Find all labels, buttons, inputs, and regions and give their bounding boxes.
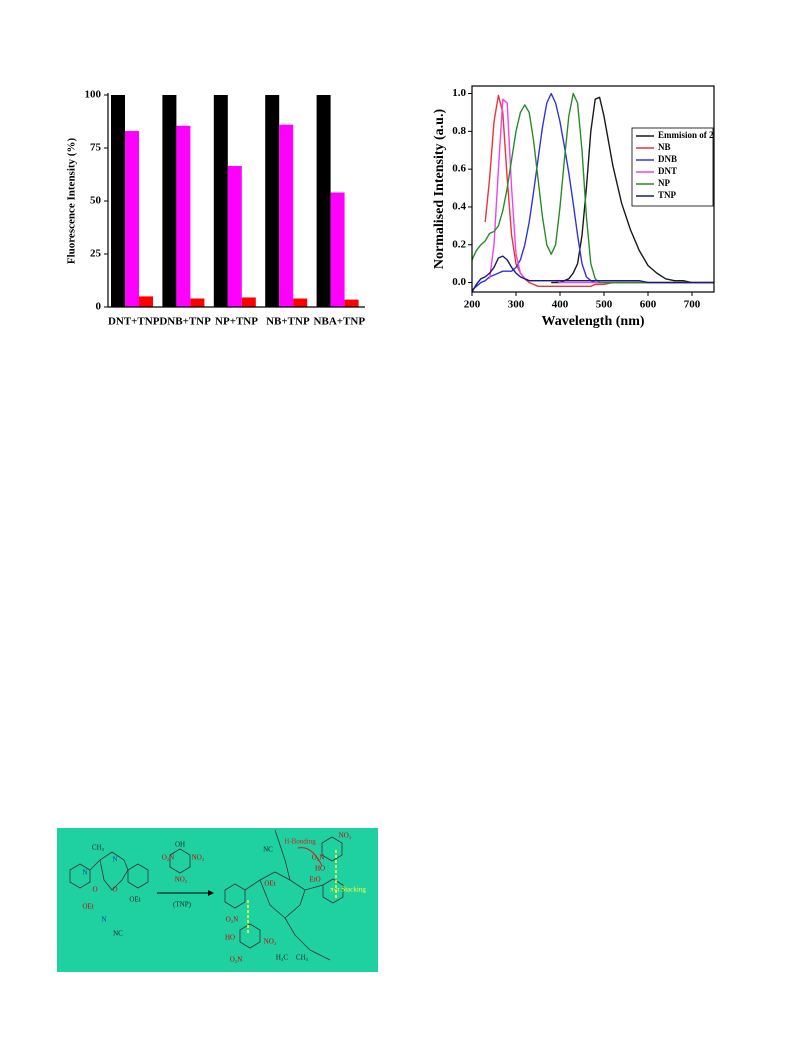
x-tick-label: NBA+TNP <box>314 316 366 328</box>
bar <box>265 95 280 307</box>
scheme-label: O <box>112 886 117 894</box>
scheme-background <box>57 828 378 972</box>
plot-frame <box>471 85 715 293</box>
legend-label: NB <box>658 142 671 152</box>
line-series <box>471 255 714 293</box>
scheme-label: NC <box>263 846 273 854</box>
scheme-label: O₂N <box>230 956 243 964</box>
y-tick-label: 1.0 <box>452 87 466 99</box>
scheme-label: OEt <box>82 903 93 911</box>
arrow-head <box>208 890 214 896</box>
x-axis-label: Wavelength (nm) <box>541 314 644 329</box>
legend-label: NP <box>658 178 670 188</box>
legend-label: TNP <box>658 190 677 200</box>
x-tick-label: NB+TNP <box>266 316 310 328</box>
x-tick-label: DNB+TNP <box>159 316 211 328</box>
bar <box>111 95 125 307</box>
scheme-label: CH₃ <box>296 954 309 962</box>
line-series <box>551 96 714 284</box>
y-tick-label: 0.4 <box>452 200 466 212</box>
scheme-label: O₂N <box>162 854 175 862</box>
scheme-label: H-Bonding <box>284 838 316 846</box>
scheme-label: O₂N <box>226 916 239 924</box>
scheme-structures <box>69 829 344 961</box>
x-tick-label: 700 <box>684 299 701 311</box>
y-tick-label: 75 <box>90 142 102 154</box>
y-axis-label: Fluorescence Intensity (%) <box>66 138 78 265</box>
y-tick-label: 0 <box>96 301 102 313</box>
scheme-label: CH₃ <box>92 844 105 852</box>
y-axis-label: Normalised Intensity (a.u.) <box>432 109 447 270</box>
scheme-label: OEt <box>129 896 140 904</box>
x-tick-label: NP+TNP <box>215 316 258 328</box>
bar <box>279 124 294 308</box>
bar <box>176 125 191 308</box>
scheme-label: HO <box>225 934 235 942</box>
legend-label: DNT <box>658 166 677 176</box>
scheme-label: O <box>92 886 97 894</box>
bar <box>213 95 228 307</box>
scheme-label: H₃C <box>276 954 288 962</box>
legend-label: Emmision of 2 <box>658 130 714 140</box>
scheme-label: N <box>112 856 117 864</box>
y-tick-label: 0.8 <box>452 125 466 137</box>
y-tick-label: 0.6 <box>452 163 466 175</box>
legend-box <box>631 127 714 207</box>
y-tick-label: 0.0 <box>452 276 466 288</box>
legend-label: DNB <box>658 154 677 164</box>
scheme-label: π-π Stacking <box>330 886 366 894</box>
scheme-label: N <box>101 916 106 924</box>
bar <box>344 299 359 307</box>
y-tick-label: 25 <box>90 248 102 260</box>
y-tick-label: 50 <box>90 195 102 207</box>
x-tick-label: 400 <box>552 299 569 311</box>
x-tick-label: 300 <box>508 299 525 311</box>
scheme-label: EtO <box>309 876 320 884</box>
bar <box>241 297 256 307</box>
scheme-label: NO₂ <box>175 876 188 884</box>
scheme-label: N <box>82 869 87 877</box>
scheme-label: (TNP) <box>173 901 192 909</box>
bar <box>190 298 205 307</box>
x-tick-label: 500 <box>596 299 613 311</box>
x-tick-label: DNT+TNP <box>108 316 160 328</box>
bar <box>139 296 153 307</box>
scheme-label: NO₂ <box>339 832 352 840</box>
bar <box>162 95 177 307</box>
bar <box>125 131 139 307</box>
scheme-label: NO₂ <box>192 854 205 862</box>
scheme-label: NO₂ <box>264 938 277 946</box>
x-tick-label: 200 <box>464 299 481 311</box>
bar <box>227 166 242 307</box>
bar <box>316 95 331 307</box>
x-tick-label: 600 <box>640 299 657 311</box>
y-tick-label: 100 <box>85 89 102 101</box>
scheme-label: OH <box>175 841 185 849</box>
scheme-label: NC <box>113 930 123 938</box>
bar <box>293 298 308 307</box>
y-tick-label: 0.2 <box>452 238 466 250</box>
bar <box>330 192 345 307</box>
scheme-label: O₂N <box>312 854 325 862</box>
h-bond-arrow <box>297 847 323 867</box>
scheme-label: HO <box>315 865 325 873</box>
scheme-label: OEt <box>264 880 275 888</box>
